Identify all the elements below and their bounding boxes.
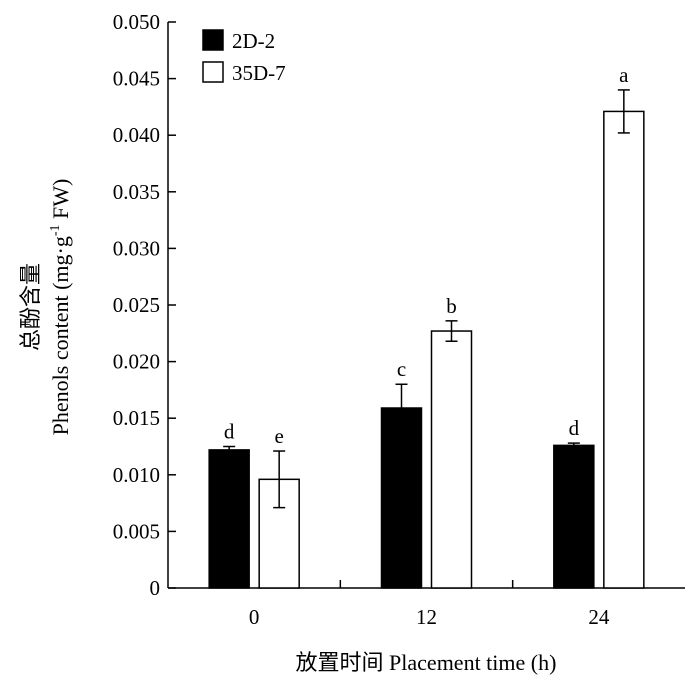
x-tick-label: 0	[249, 605, 260, 629]
legend-label-35d-7: 35D-7	[232, 61, 286, 85]
y-tick-label: 0.010	[113, 463, 160, 487]
significance-label: a	[619, 63, 629, 87]
significance-label: d	[224, 420, 235, 444]
legend-swatch-2d-2	[202, 29, 224, 51]
bar	[553, 444, 595, 589]
significance-label: c	[397, 357, 406, 381]
legend-label-2d-2: 2D-2	[232, 29, 275, 53]
x-ticks: 0 12 24	[249, 580, 610, 629]
legend-swatch-35d-7	[202, 61, 224, 83]
x-tick-label: 24	[588, 605, 610, 629]
legend: 2D-2 35D-7	[202, 29, 286, 85]
x-axis-title: 放置时间 Placement time (h)	[296, 650, 557, 675]
x-tick-label: 12	[416, 605, 437, 629]
y-axis-title: 总酚含量 Phenols content (mg·g-1 FW)	[18, 179, 73, 436]
bar	[380, 407, 423, 589]
significance-label: b	[446, 294, 457, 318]
y-tick-label: 0.025	[113, 293, 160, 317]
y-axis-title-cn: 总酚含量	[18, 263, 43, 351]
y-tick-label: 0.050	[113, 10, 160, 34]
bar	[603, 110, 645, 589]
significance-label: e	[275, 424, 284, 448]
y-tick-label: 0.015	[113, 406, 160, 430]
bar	[208, 449, 250, 589]
bars: d e c b d a	[208, 63, 645, 589]
significance-label: d	[569, 416, 580, 440]
y-tick-label: 0.030	[113, 236, 160, 260]
y-tick-label: 0.005	[113, 519, 160, 543]
y-ticks: 0 0.005 0.010 0.015 0.020 0.025 0.030 0.035 0.04…	[113, 10, 176, 600]
y-tick-label: 0.035	[113, 180, 160, 204]
y-axis-title-en: Phenols content (mg·g-1 FW)	[48, 179, 73, 436]
y-tick-label: 0.040	[113, 123, 160, 147]
y-tick-label: 0.020	[113, 350, 160, 374]
y-tick-label: 0	[150, 576, 161, 600]
bar	[430, 330, 473, 589]
y-tick-label: 0.045	[113, 67, 160, 91]
